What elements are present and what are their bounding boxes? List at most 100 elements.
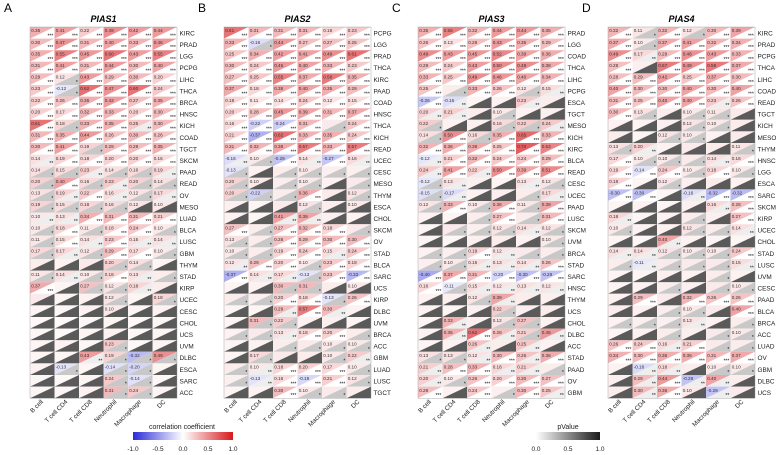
cell-significance-label: *** — [558, 161, 564, 167]
cell-significance-label: *** — [748, 219, 754, 225]
cell-significance-label: * — [149, 196, 151, 202]
pvalue-cell — [418, 38, 443, 51]
pvalue-cell — [681, 166, 706, 178]
cell-correlation-label: 0.19 — [609, 179, 618, 184]
pvalue-cell — [442, 96, 467, 109]
row-label: OV — [758, 355, 768, 362]
cell-correlation-label: 0.16 — [732, 156, 741, 161]
correlation-cell — [346, 85, 371, 97]
correlation-cell — [657, 73, 682, 85]
pvalue-cell — [467, 282, 492, 294]
cell-correlation-label: 0.10 — [154, 202, 163, 207]
cell-correlation-label: 0.21 — [444, 156, 453, 161]
cell-significance-label: *** — [72, 68, 78, 74]
cell-correlation-label: 0.24 — [105, 376, 114, 381]
pvalue-cell — [632, 293, 657, 306]
cell-significance-label: *** — [460, 45, 466, 51]
pvalue-cell — [516, 363, 541, 375]
cell-significance-label: *** — [558, 208, 564, 214]
pvalue-cell — [54, 363, 79, 375]
cell-correlation-label: 0.13 — [517, 179, 526, 184]
correlation-cell — [540, 351, 565, 364]
pvalue-cell — [418, 189, 443, 201]
cell-significance-label: *** — [699, 45, 705, 51]
cell-correlation-label: 0.35 — [493, 133, 502, 138]
cell-correlation-label: 0.20 — [419, 376, 428, 381]
cell-correlation-label: 0.41 — [56, 144, 65, 149]
cell-correlation-label: 0.24 — [348, 249, 357, 254]
cell-correlation-label: 0.44 — [105, 63, 114, 68]
pvalue-cell — [128, 305, 153, 317]
cell-correlation-label: 0.29 — [274, 307, 283, 312]
pvalue-cell — [224, 351, 249, 364]
correlation-cell — [224, 235, 249, 248]
pvalue-cell — [224, 270, 249, 283]
pvalue-cell — [706, 85, 731, 97]
cell-significance-label: ** — [701, 196, 705, 202]
row-label: STAD — [758, 251, 775, 258]
cell-significance-label: * — [149, 393, 151, 399]
pvalue-cell — [30, 50, 55, 62]
correlation-cell — [322, 177, 347, 190]
cell-correlation-label: 0.14 — [154, 179, 163, 184]
cell-significance-label: *** — [315, 103, 321, 109]
cell-correlation-label: 0.27 — [517, 318, 526, 323]
pvalue-cell — [346, 96, 371, 109]
pvalue-cell — [128, 259, 153, 271]
cell-significance-label: *** — [339, 68, 345, 74]
cell-significance-label: ** — [147, 126, 151, 132]
cell-significance-label: * — [319, 347, 321, 353]
pvalue-cell — [30, 212, 55, 225]
pvalue-cell — [273, 293, 298, 306]
cell-correlation-label: 0.20 — [634, 144, 643, 149]
cell-correlation-label: 0.23 — [323, 260, 332, 265]
cell-correlation-label: 0.12 — [299, 202, 308, 207]
pvalue-cell — [297, 73, 322, 85]
correlation-cell — [491, 386, 516, 399]
cell-significance-label: *** — [241, 126, 247, 132]
cell-significance-label: *** — [96, 34, 102, 40]
cell-significance-label: * — [51, 277, 53, 283]
pvalue-cell — [632, 386, 657, 399]
cell-correlation-label: 0.23 — [105, 237, 114, 242]
row-label: UCS — [374, 286, 388, 293]
pvalue-cell — [418, 108, 443, 120]
cell-correlation-label: 0.39 — [517, 167, 526, 172]
pvalue-cell — [632, 166, 657, 178]
correlation-cell — [491, 96, 516, 109]
pvalue-cell — [632, 85, 657, 97]
pvalue-cell — [346, 189, 371, 201]
correlation-cell — [608, 38, 633, 51]
cell-significance-label: *** — [241, 45, 247, 51]
correlation-cell — [608, 270, 633, 283]
pvalue-cell — [30, 375, 55, 387]
pvalue-cell — [657, 201, 682, 213]
cell-correlation-label: 0.28 — [609, 75, 618, 80]
correlation-cell — [248, 259, 273, 271]
pvalue-cell — [322, 282, 347, 294]
pvalue-cell — [442, 340, 467, 352]
cell-correlation-label: 0.10 — [348, 283, 357, 288]
cell-significance-label: * — [294, 289, 296, 295]
cell-significance-label: * — [562, 184, 564, 190]
cell-correlation-label: 0.10 — [732, 330, 741, 335]
pvalue-cell — [128, 61, 153, 74]
cell-significance-label: * — [654, 115, 656, 121]
pvalue-cell — [706, 224, 731, 236]
cell-significance-label: *** — [170, 138, 176, 144]
cell-correlation-label: 0.43 — [468, 63, 477, 68]
correlation-cell — [346, 386, 371, 399]
cell-significance-label: *** — [145, 161, 151, 167]
cell-correlation-label: 0.58 — [707, 63, 716, 68]
correlation-cell — [128, 85, 153, 97]
pvalue-cell — [540, 375, 565, 387]
cell-significance-label: *** — [290, 80, 296, 86]
cell-correlation-label: -0.30 — [634, 191, 645, 196]
correlation-cell — [730, 305, 755, 317]
correlation-cell — [632, 375, 657, 387]
cell-significance-label: *** — [241, 57, 247, 63]
correlation-cell — [30, 61, 55, 74]
correlation-cell — [730, 85, 755, 97]
cell-significance-label: *** — [435, 92, 441, 98]
cell-correlation-label: 0.17 — [129, 249, 138, 254]
